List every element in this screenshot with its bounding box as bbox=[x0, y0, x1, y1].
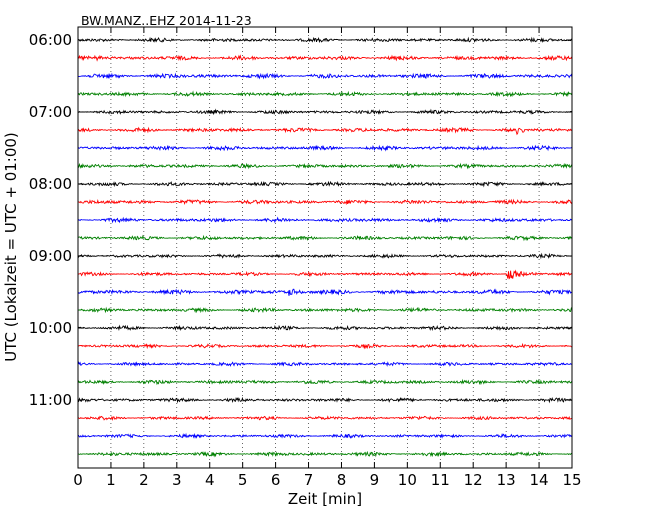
x-tick-label: 5 bbox=[238, 471, 248, 489]
x-tick-label: 13 bbox=[497, 471, 516, 489]
y-axis-ticks: 06:00 07:00 08:00 09:00 10:00 11:00 bbox=[29, 31, 572, 409]
x-tick-label: 9 bbox=[370, 471, 380, 489]
trace-row-1030 bbox=[77, 361, 573, 367]
trace-row-0645 bbox=[77, 90, 573, 98]
trace-row-0900 bbox=[77, 252, 573, 260]
x-tick-label: 10 bbox=[398, 471, 417, 489]
trace-row-0800 bbox=[77, 180, 573, 188]
trace-row-0715 bbox=[77, 126, 573, 136]
y-tick-label: 06:00 bbox=[29, 31, 72, 49]
trace-row-1145 bbox=[77, 450, 573, 458]
trace-row-0945 bbox=[77, 306, 573, 314]
x-tick-label: 8 bbox=[337, 471, 347, 489]
x-tick-label: 12 bbox=[464, 471, 483, 489]
trace-row-1000 bbox=[77, 324, 573, 332]
vertical-grid bbox=[110, 27, 540, 468]
trace-row-1045 bbox=[77, 378, 573, 386]
y-axis-label: UTC (Lokalzeit = UTC + 01:00) bbox=[2, 132, 20, 362]
x-tick-label: 11 bbox=[431, 471, 450, 489]
trace-row-0830 bbox=[77, 216, 573, 224]
y-tick-label: 10:00 bbox=[29, 319, 72, 337]
x-axis-label: Zeit [min] bbox=[288, 490, 362, 508]
trace-row-0730 bbox=[77, 144, 573, 152]
trace-row-1115 bbox=[77, 415, 573, 422]
x-tick-label: 15 bbox=[562, 471, 581, 489]
trace-row-1130 bbox=[77, 432, 573, 439]
x-tick-label: 3 bbox=[172, 471, 182, 489]
y-tick-label: 11:00 bbox=[29, 391, 72, 409]
x-axis-ticks: 0 1 2 3 4 5 6 7 8 9 10 11 12 13 14 15 bbox=[73, 27, 582, 489]
y-tick-label: 07:00 bbox=[29, 103, 72, 121]
trace-row-0700 bbox=[77, 108, 573, 116]
chart-title: BW.MANZ..EHZ 2014-11-23 bbox=[81, 13, 252, 28]
x-tick-label: 1 bbox=[106, 471, 116, 489]
trace-row-0815 bbox=[77, 198, 573, 206]
x-tick-label: 4 bbox=[205, 471, 215, 489]
trace-row-0930 bbox=[77, 288, 573, 296]
x-tick-label: 6 bbox=[271, 471, 281, 489]
trace-row-0845 bbox=[77, 234, 573, 242]
trace-row-1100 bbox=[77, 396, 573, 404]
trace-row-0630 bbox=[77, 72, 573, 80]
x-tick-label: 2 bbox=[139, 471, 149, 489]
y-tick-label: 08:00 bbox=[29, 175, 72, 193]
x-tick-label: 7 bbox=[304, 471, 314, 489]
trace-row-1015 bbox=[77, 342, 573, 350]
y-tick-label: 09:00 bbox=[29, 247, 72, 265]
trace-rows bbox=[77, 36, 573, 458]
trace-row-0615 bbox=[77, 54, 573, 62]
trace-row-0745 bbox=[77, 162, 573, 170]
x-tick-label: 0 bbox=[73, 471, 83, 489]
x-tick-label: 14 bbox=[530, 471, 549, 489]
trace-row-0915 bbox=[78, 269, 573, 280]
plot-frame bbox=[77, 26, 573, 469]
trace-row-0600 bbox=[77, 36, 572, 44]
